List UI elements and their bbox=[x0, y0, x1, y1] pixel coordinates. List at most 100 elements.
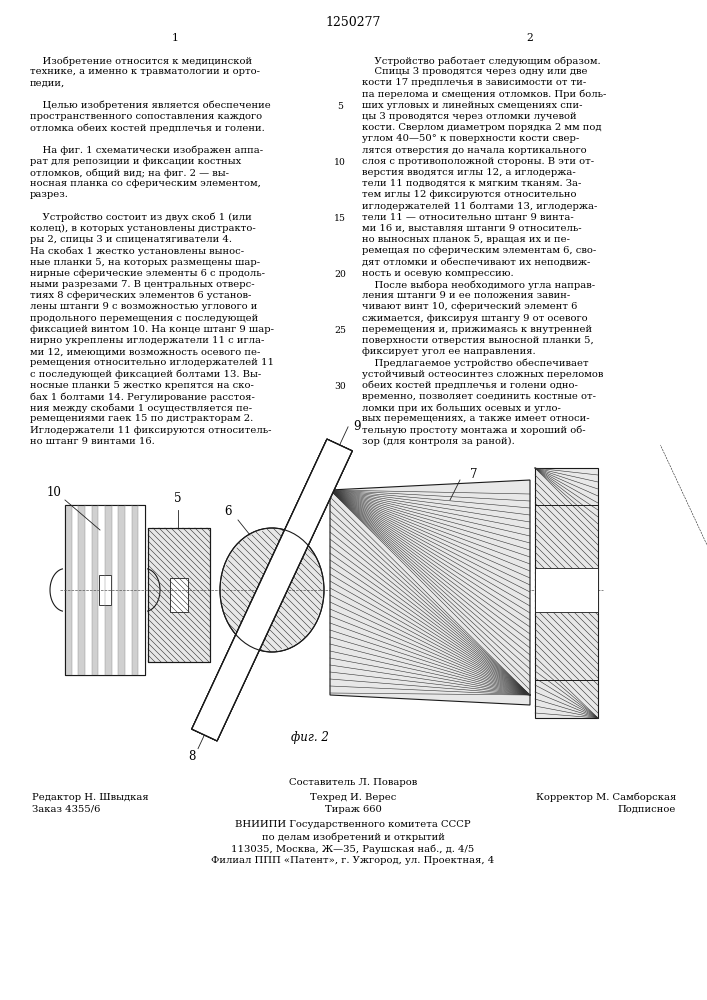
Text: 30: 30 bbox=[334, 382, 346, 391]
Bar bbox=[78, 505, 85, 675]
Text: зор (для контроля за раной).: зор (для контроля за раной). bbox=[362, 437, 515, 446]
Text: Подписное: Подписное bbox=[618, 805, 676, 814]
Text: пространственного сопоставления каждого: пространственного сопоставления каждого bbox=[30, 112, 262, 121]
Bar bbox=[118, 505, 125, 675]
Text: педии,: педии, bbox=[30, 78, 65, 87]
Text: разрез.: разрез. bbox=[30, 190, 69, 199]
Text: продольного перемещения с последующей: продольного перемещения с последующей bbox=[30, 314, 258, 323]
Text: 1: 1 bbox=[172, 33, 178, 43]
Text: ния между скобами 1 осуществляется пе-: ния между скобами 1 осуществляется пе- bbox=[30, 403, 252, 413]
Bar bbox=[65, 505, 145, 675]
Text: цы 3 проводятся через отломки лучевой: цы 3 проводятся через отломки лучевой bbox=[362, 112, 577, 121]
Text: отломков, общий вид; на фиг. 2 — вы-: отломков, общий вид; на фиг. 2 — вы- bbox=[30, 168, 229, 178]
Text: ломки при их больших осевых и угло-: ломки при их больших осевых и угло- bbox=[362, 403, 561, 413]
Text: 9: 9 bbox=[353, 420, 361, 433]
Text: перемещения и, прижимаясь к внутренней: перемещения и, прижимаясь к внутренней bbox=[362, 325, 592, 334]
Bar bbox=[535, 568, 598, 612]
Text: ность и осевую компрессию.: ность и осевую компрессию. bbox=[362, 269, 513, 278]
Text: 25: 25 bbox=[334, 326, 346, 335]
Bar bbox=[99, 575, 111, 605]
Text: технике, а именно к травматологии и орто-: технике, а именно к травматологии и орто… bbox=[30, 67, 260, 76]
Text: слоя с противоположной стороны. В эти от-: слоя с противоположной стороны. В эти от… bbox=[362, 157, 594, 166]
Text: нирно укреплены иглодержатели 11 с игла-: нирно укреплены иглодержатели 11 с игла- bbox=[30, 336, 264, 345]
Text: Составитель Л. Поваров: Составитель Л. Поваров bbox=[289, 778, 417, 787]
Text: ными разрезами 7. В центральных отверс-: ными разрезами 7. В центральных отверс- bbox=[30, 280, 255, 289]
Text: Спицы 3 проводятся через одну или две: Спицы 3 проводятся через одну или две bbox=[362, 67, 588, 76]
Text: па перелома и смещения отломков. При боль-: па перелома и смещения отломков. При бол… bbox=[362, 90, 607, 99]
Text: временно, позволяет соединить костные от-: временно, позволяет соединить костные от… bbox=[362, 392, 596, 401]
Text: 6: 6 bbox=[224, 505, 232, 518]
Text: Редактор Н. Швыдкая: Редактор Н. Швыдкая bbox=[32, 793, 148, 802]
Text: кости 17 предплечья в зависимости от ти-: кости 17 предплечья в зависимости от ти- bbox=[362, 78, 586, 87]
Text: лятся отверстия до начала кортикального: лятся отверстия до начала кортикального bbox=[362, 146, 587, 155]
Text: ры 2, спицы 3 и спиценатягиватели 4.: ры 2, спицы 3 и спиценатягиватели 4. bbox=[30, 235, 232, 244]
Polygon shape bbox=[192, 439, 352, 741]
Text: но выносных планок 5, вращая их и пе-: но выносных планок 5, вращая их и пе- bbox=[362, 235, 570, 244]
Text: 113035, Москва, Ж—35, Раушская наб., д. 4/5: 113035, Москва, Ж—35, Раушская наб., д. … bbox=[231, 844, 474, 854]
Text: Целью изобретения является обеспечение: Целью изобретения является обеспечение bbox=[30, 101, 271, 110]
Text: Заказ 4355/6: Заказ 4355/6 bbox=[32, 805, 100, 814]
Text: тели 11 — относительно штанг 9 винта-: тели 11 — относительно штанг 9 винта- bbox=[362, 213, 574, 222]
Text: рат для репозиции и фиксации костных: рат для репозиции и фиксации костных bbox=[30, 157, 241, 166]
Text: сжимается, фиксируя штангу 9 от осевого: сжимается, фиксируя штангу 9 от осевого bbox=[362, 314, 588, 323]
Bar bbox=[92, 505, 98, 675]
Text: фиг. 2: фиг. 2 bbox=[291, 732, 329, 744]
Text: Тираж 660: Тираж 660 bbox=[325, 805, 382, 814]
Text: тели 11 подводятся к мягким тканям. За-: тели 11 подводятся к мягким тканям. За- bbox=[362, 179, 581, 188]
Text: 8: 8 bbox=[189, 750, 196, 763]
Text: вых перемещениях, а также имеет относи-: вых перемещениях, а также имеет относи- bbox=[362, 414, 590, 423]
Bar bbox=[535, 468, 598, 718]
Text: тем иглы 12 фиксируются относительно: тем иглы 12 фиксируются относительно bbox=[362, 190, 576, 199]
Text: ВНИИПИ Государственного комитета СССР: ВНИИПИ Государственного комитета СССР bbox=[235, 820, 471, 829]
Text: углом 40—50° к поверхности кости свер-: углом 40—50° к поверхности кости свер- bbox=[362, 134, 579, 143]
Text: Техред И. Верес: Техред И. Верес bbox=[310, 793, 396, 802]
Text: ремещениями гаек 15 по дистракторам 2.: ремещениями гаек 15 по дистракторам 2. bbox=[30, 414, 253, 423]
Text: ших угловых и линейных смещениях спи-: ших угловых и линейных смещениях спи- bbox=[362, 101, 583, 110]
Text: с последующей фиксацией болтами 13. Вы-: с последующей фиксацией болтами 13. Вы- bbox=[30, 370, 262, 379]
Text: тиях 8 сферических элементов 6 установ-: тиях 8 сферических элементов 6 установ- bbox=[30, 291, 252, 300]
Text: Иглодержатели 11 фиксируются относитель-: Иглодержатели 11 фиксируются относитель- bbox=[30, 426, 271, 435]
Text: носная планка со сферическим элементом,: носная планка со сферическим элементом, bbox=[30, 179, 261, 188]
Text: 20: 20 bbox=[334, 270, 346, 279]
Text: по делам изобретений и открытий: по делам изобретений и открытий bbox=[262, 832, 445, 842]
Text: лены штанги 9 с возможностью углового и: лены штанги 9 с возможностью углового и bbox=[30, 302, 257, 311]
Text: ремещения относительно иглодержателей 11: ремещения относительно иглодержателей 11 bbox=[30, 358, 274, 367]
Bar bbox=[148, 528, 210, 662]
Polygon shape bbox=[330, 480, 530, 705]
Text: ления штанги 9 и ее положения завин-: ления штанги 9 и ее положения завин- bbox=[362, 291, 571, 300]
Text: бах 1 болтами 14. Регулирование расстоя-: бах 1 болтами 14. Регулирование расстоя- bbox=[30, 392, 255, 401]
Text: поверхности отверстия выносной планки 5,: поверхности отверстия выносной планки 5, bbox=[362, 336, 594, 345]
Text: 1250277: 1250277 bbox=[326, 15, 381, 28]
Polygon shape bbox=[192, 439, 352, 741]
Bar bbox=[65, 505, 71, 675]
Bar bbox=[170, 578, 188, 612]
Text: обеих костей предплечья и голени одно-: обеих костей предплечья и голени одно- bbox=[362, 381, 578, 390]
Text: 7: 7 bbox=[470, 468, 477, 482]
Bar bbox=[125, 505, 132, 675]
Polygon shape bbox=[192, 439, 352, 741]
Bar bbox=[105, 505, 112, 675]
Bar bbox=[98, 505, 105, 675]
Bar bbox=[85, 505, 92, 675]
Text: 5: 5 bbox=[337, 102, 343, 111]
Text: 5: 5 bbox=[174, 492, 182, 505]
Bar bbox=[132, 505, 139, 675]
Text: 10: 10 bbox=[334, 158, 346, 167]
Text: нирные сферические элементы 6 с продоль-: нирные сферические элементы 6 с продоль- bbox=[30, 269, 265, 278]
Text: 10: 10 bbox=[47, 486, 62, 498]
Text: Устройство работает следующим образом.: Устройство работает следующим образом. bbox=[362, 56, 601, 66]
Text: фиксацией винтом 10. На конце штанг 9 шар-: фиксацией винтом 10. На конце штанг 9 ша… bbox=[30, 325, 274, 334]
Bar bbox=[112, 505, 118, 675]
Text: но штанг 9 винтами 16.: но штанг 9 винтами 16. bbox=[30, 437, 155, 446]
Text: Предлагаемое устройство обеспечивает: Предлагаемое устройство обеспечивает bbox=[362, 358, 589, 368]
Text: иглодержателей 11 болтами 13, иглодержа-: иглодержателей 11 болтами 13, иглодержа- bbox=[362, 202, 597, 211]
Text: носные планки 5 жестко крепятся на ско-: носные планки 5 жестко крепятся на ско- bbox=[30, 381, 254, 390]
Text: отломка обеих костей предплечья и голени.: отломка обеих костей предплечья и голени… bbox=[30, 123, 264, 133]
Text: Устройство состоит из двух скоб 1 (или: Устройство состоит из двух скоб 1 (или bbox=[30, 213, 252, 222]
Bar bbox=[65, 505, 145, 675]
Text: чивают винт 10, сферический элемент 6: чивают винт 10, сферический элемент 6 bbox=[362, 302, 578, 311]
Bar bbox=[139, 505, 145, 675]
Bar bbox=[71, 505, 78, 675]
Text: дят отломки и обеспечивают их неподвиж-: дят отломки и обеспечивают их неподвиж- bbox=[362, 258, 590, 267]
Text: После выбора необходимого угла направ-: После выбора необходимого угла направ- bbox=[362, 280, 595, 290]
